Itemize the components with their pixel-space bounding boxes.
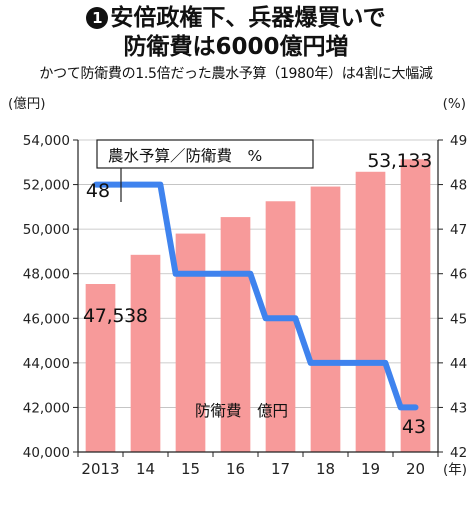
right-tick-label: 43 bbox=[450, 400, 467, 416]
right-tick-label: 42 bbox=[450, 445, 467, 461]
line-series-ratio bbox=[93, 181, 419, 411]
bar-18 bbox=[310, 186, 341, 452]
title-text-1: 安倍政権下、兵器爆買いで bbox=[110, 5, 386, 31]
line-value-2013: 48 bbox=[86, 180, 110, 202]
right-tick-label: 44 bbox=[450, 356, 467, 372]
right-tick-label: 47 bbox=[450, 222, 467, 238]
x-tick-label: 20 bbox=[406, 460, 425, 478]
left-tick-label: 48,000 bbox=[23, 267, 70, 283]
bar-series-defense bbox=[85, 159, 431, 453]
x-tick-label: 16 bbox=[226, 460, 245, 478]
chart-title-line2: 防衛費は6000億円増 bbox=[123, 34, 349, 60]
left-tick-label: 42,000 bbox=[23, 400, 70, 416]
legend-bar-label: 防衛費 億円 bbox=[195, 402, 288, 420]
x-tick-label: 17 bbox=[271, 460, 290, 478]
left-axis-unit: (億円) bbox=[8, 96, 46, 112]
right-tick-label: 45 bbox=[450, 311, 467, 327]
left-tick-label: 46,000 bbox=[23, 311, 70, 327]
title-number-badge: 1 bbox=[86, 7, 109, 29]
ratio-line bbox=[93, 181, 419, 411]
bar-20 bbox=[400, 159, 431, 452]
left-tick-label: 52,000 bbox=[23, 178, 70, 194]
left-tick-label: 40,000 bbox=[23, 445, 70, 461]
legend-line-box bbox=[96, 139, 314, 169]
bar-16 bbox=[220, 217, 251, 452]
x-tick-label: 15 bbox=[181, 460, 200, 478]
bar-14 bbox=[130, 254, 161, 452]
chart-subtitle: かつて防衛費の1.5倍だった農水予算（1980年）は4割に大幅減 bbox=[39, 66, 433, 82]
chart-title-line1: 1 安倍政権下、兵器爆買いで bbox=[0, 4, 472, 32]
left-tick-label: 54,000 bbox=[23, 133, 70, 149]
right-tick-label: 49 bbox=[450, 133, 467, 149]
bar-17 bbox=[265, 201, 296, 452]
axes: 40,000 42,000 44,000 46,000 48,000 50,000 52,0… bbox=[8, 96, 467, 478]
bar-2013 bbox=[85, 284, 116, 452]
bar-value-2020: 53,133 bbox=[367, 150, 432, 172]
left-tick-label: 50,000 bbox=[23, 222, 70, 238]
right-tick-label: 46 bbox=[450, 267, 467, 283]
x-tick-label: 18 bbox=[316, 460, 335, 478]
line-value-2020: 43 bbox=[402, 416, 426, 438]
x-tick-label: 14 bbox=[136, 460, 155, 478]
bar-value-2013: 47,538 bbox=[83, 305, 148, 327]
x-tick-label: 19 bbox=[361, 460, 380, 478]
left-tick-label: 44,000 bbox=[23, 356, 70, 372]
labels: 47,538 53,133 48 43 農水予算／防衛費 % 防衛費 億円 bbox=[83, 139, 432, 438]
x-axis-unit: (年) bbox=[443, 462, 467, 478]
x-tick-label: 2013 bbox=[81, 460, 119, 478]
bar-15 bbox=[175, 233, 206, 452]
right-axis-unit: (%) bbox=[443, 96, 466, 112]
bar-19 bbox=[355, 171, 386, 453]
legend-line-label: 農水予算／防衛費 % bbox=[108, 146, 262, 165]
right-tick-label: 48 bbox=[450, 178, 467, 194]
